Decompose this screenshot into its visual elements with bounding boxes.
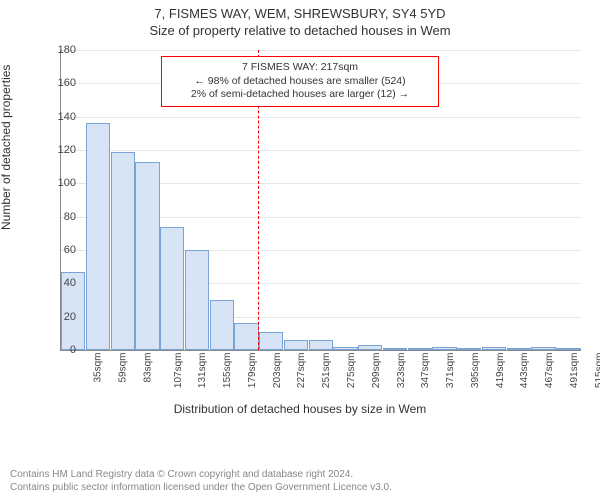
histogram-bar [507,348,531,350]
footer-attribution: Contains HM Land Registry data © Crown c… [10,468,392,494]
x-tick-label: 83sqm [142,353,153,383]
y-tick-label: 40 [46,277,76,289]
x-tick-label: 155sqm [222,353,233,389]
y-tick-label: 0 [46,344,76,356]
histogram-bar [259,332,283,350]
annotation-line-3: 2% of semi-detached houses are larger (1… [170,88,430,102]
histogram-bar [309,340,333,350]
x-tick-label: 515sqm [594,353,600,389]
page-title: 7, FISMES WAY, WEM, SHREWSBURY, SY4 5YD [0,0,600,21]
y-tick-label: 160 [46,77,76,89]
histogram-bar [531,347,555,350]
histogram-bar [383,348,407,350]
plot-area: 7 FISMES WAY: 217sqm← 98% of detached ho… [60,50,581,351]
x-tick-label: 35sqm [93,353,104,383]
footer-line-1: Contains HM Land Registry data © Crown c… [10,468,392,481]
x-axis-label: Distribution of detached houses by size … [0,402,600,416]
x-tick-label: 347sqm [420,353,431,389]
gridline [61,117,581,118]
histogram-bar [210,300,234,350]
x-tick-label: 275sqm [346,353,357,389]
histogram-bar [482,347,506,350]
x-tick-label: 107sqm [173,353,184,389]
x-tick-label: 395sqm [470,353,481,389]
x-tick-label: 299sqm [371,353,382,389]
annotation-box: 7 FISMES WAY: 217sqm← 98% of detached ho… [161,56,439,107]
x-tick-label: 131sqm [198,353,209,389]
y-tick-label: 20 [46,311,76,323]
x-tick-label: 59sqm [118,353,129,383]
x-tick-label: 251sqm [321,353,332,389]
y-tick-label: 180 [46,44,76,56]
annotation-line-1: 7 FISMES WAY: 217sqm [170,61,430,75]
chart-container: Number of detached properties 7 FISMES W… [0,40,600,420]
footer-line-2: Contains public sector information licen… [10,481,392,494]
histogram-bar [160,227,184,350]
histogram-bar [556,348,580,350]
x-tick-label: 227sqm [297,353,308,389]
histogram-bar [432,347,456,350]
histogram-bar [284,340,308,350]
histogram-bar [457,348,481,350]
histogram-bar [185,250,209,350]
x-tick-label: 203sqm [272,353,283,389]
y-axis-label: Number of detached properties [0,65,13,230]
x-tick-label: 371sqm [445,353,456,389]
x-tick-label: 419sqm [495,353,506,389]
y-tick-label: 140 [46,111,76,123]
y-tick-label: 60 [46,244,76,256]
x-tick-label: 323sqm [396,353,407,389]
y-tick-label: 100 [46,177,76,189]
y-tick-label: 120 [46,144,76,156]
x-tick-label: 443sqm [519,353,530,389]
histogram-bar [86,123,110,350]
x-tick-label: 491sqm [569,353,580,389]
x-tick-label: 467sqm [544,353,555,389]
annotation-line-2: ← 98% of detached houses are smaller (52… [170,75,430,89]
histogram-bar [408,348,432,350]
histogram-bar [358,345,382,350]
gridline [61,150,581,151]
histogram-bar [111,152,135,350]
histogram-bar [333,347,357,350]
gridline [61,50,581,51]
x-tick-label: 179sqm [247,353,258,389]
histogram-bar [234,323,258,350]
y-tick-label: 80 [46,211,76,223]
histogram-bar [135,162,159,350]
page-subtitle: Size of property relative to detached ho… [0,21,600,38]
